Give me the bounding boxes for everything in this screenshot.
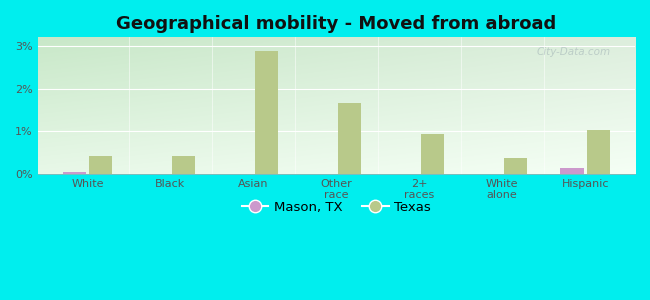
- Bar: [255, 51, 278, 174]
- Title: Geographical mobility - Moved from abroad: Geographical mobility - Moved from abroa…: [116, 15, 556, 33]
- Bar: [89, 156, 112, 174]
- Bar: [338, 103, 361, 174]
- Text: City-Data.com: City-Data.com: [537, 47, 611, 57]
- Bar: [172, 156, 195, 174]
- Bar: [62, 172, 86, 174]
- Bar: [421, 134, 444, 174]
- Legend: Mason, TX, Texas: Mason, TX, Texas: [237, 196, 436, 219]
- Bar: [504, 158, 527, 174]
- Bar: [587, 130, 610, 174]
- Bar: [560, 168, 584, 174]
